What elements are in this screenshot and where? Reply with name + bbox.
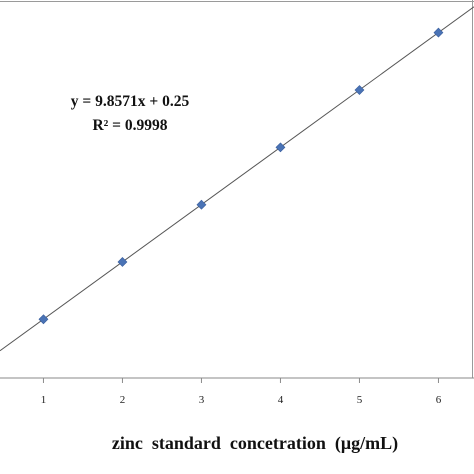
x-tick-label: 2 <box>120 394 126 406</box>
data-point <box>275 142 286 153</box>
x-tick-marks <box>42 378 439 383</box>
trendline <box>0 6 474 352</box>
x-tick-labels: 1 2 3 4 5 6 <box>41 394 442 406</box>
data-point <box>433 27 444 38</box>
data-point <box>38 314 49 325</box>
x-axis-title: zinc standard concetration (μg/mL) <box>112 433 398 454</box>
equation-label: y = 9.8571x + 0.25 <box>71 93 190 110</box>
x-tick-label: 3 <box>199 394 205 406</box>
data-point <box>354 85 365 95</box>
data-points <box>38 27 444 325</box>
r-squared-label: R² = 0.9998 <box>92 117 167 134</box>
x-tick-label: 5 <box>357 394 363 406</box>
x-tick-label: 4 <box>278 394 284 406</box>
data-point <box>117 257 128 267</box>
data-point <box>196 199 207 210</box>
x-tick-label: 1 <box>41 394 47 406</box>
x-tick-label: 6 <box>436 394 442 406</box>
